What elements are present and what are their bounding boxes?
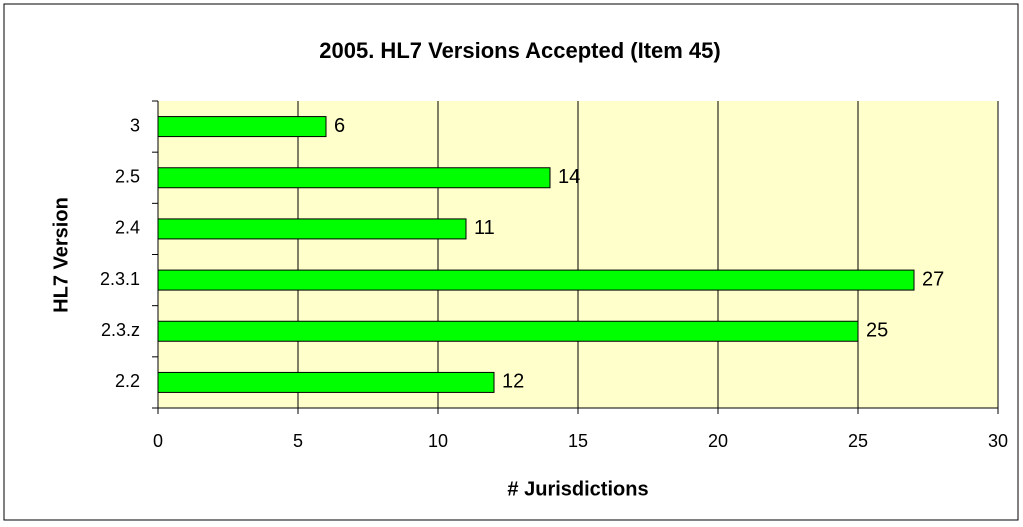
x-tick-label: 20 [708, 431, 728, 451]
x-tick-label: 30 [988, 431, 1008, 451]
data-label: 6 [334, 115, 345, 137]
data-label: 27 [922, 268, 944, 290]
y-tick-label: 2.4 [115, 218, 140, 238]
bar [157, 167, 551, 189]
x-tick-label: 5 [293, 431, 303, 451]
chart-title: 2005. HL7 Versions Accepted (Item 45) [319, 38, 720, 63]
x-tick-label: 15 [568, 431, 588, 451]
bar [157, 116, 327, 138]
x-tick-label: 25 [848, 431, 868, 451]
data-label: 25 [866, 320, 888, 342]
y-tick-label: 3 [130, 115, 140, 135]
x-tick-label: 0 [153, 431, 163, 451]
bar [157, 269, 915, 291]
data-label: 11 [474, 217, 495, 239]
x-tick-label: 10 [428, 431, 448, 451]
data-label: 12 [502, 371, 524, 393]
y-tick-label: 2.5 [115, 167, 140, 187]
y-tick-label: 2.3.z [101, 320, 140, 340]
x-axis-label: # Jurisdictions [507, 478, 648, 500]
y-tick-label: 2.2 [115, 371, 140, 391]
data-label: 14 [558, 166, 580, 188]
bar [157, 320, 859, 342]
bar [157, 371, 495, 393]
y-axis-label: HL7 Version [50, 197, 72, 313]
y-tick-label: 2.3.1 [100, 269, 140, 289]
bar [157, 218, 467, 240]
